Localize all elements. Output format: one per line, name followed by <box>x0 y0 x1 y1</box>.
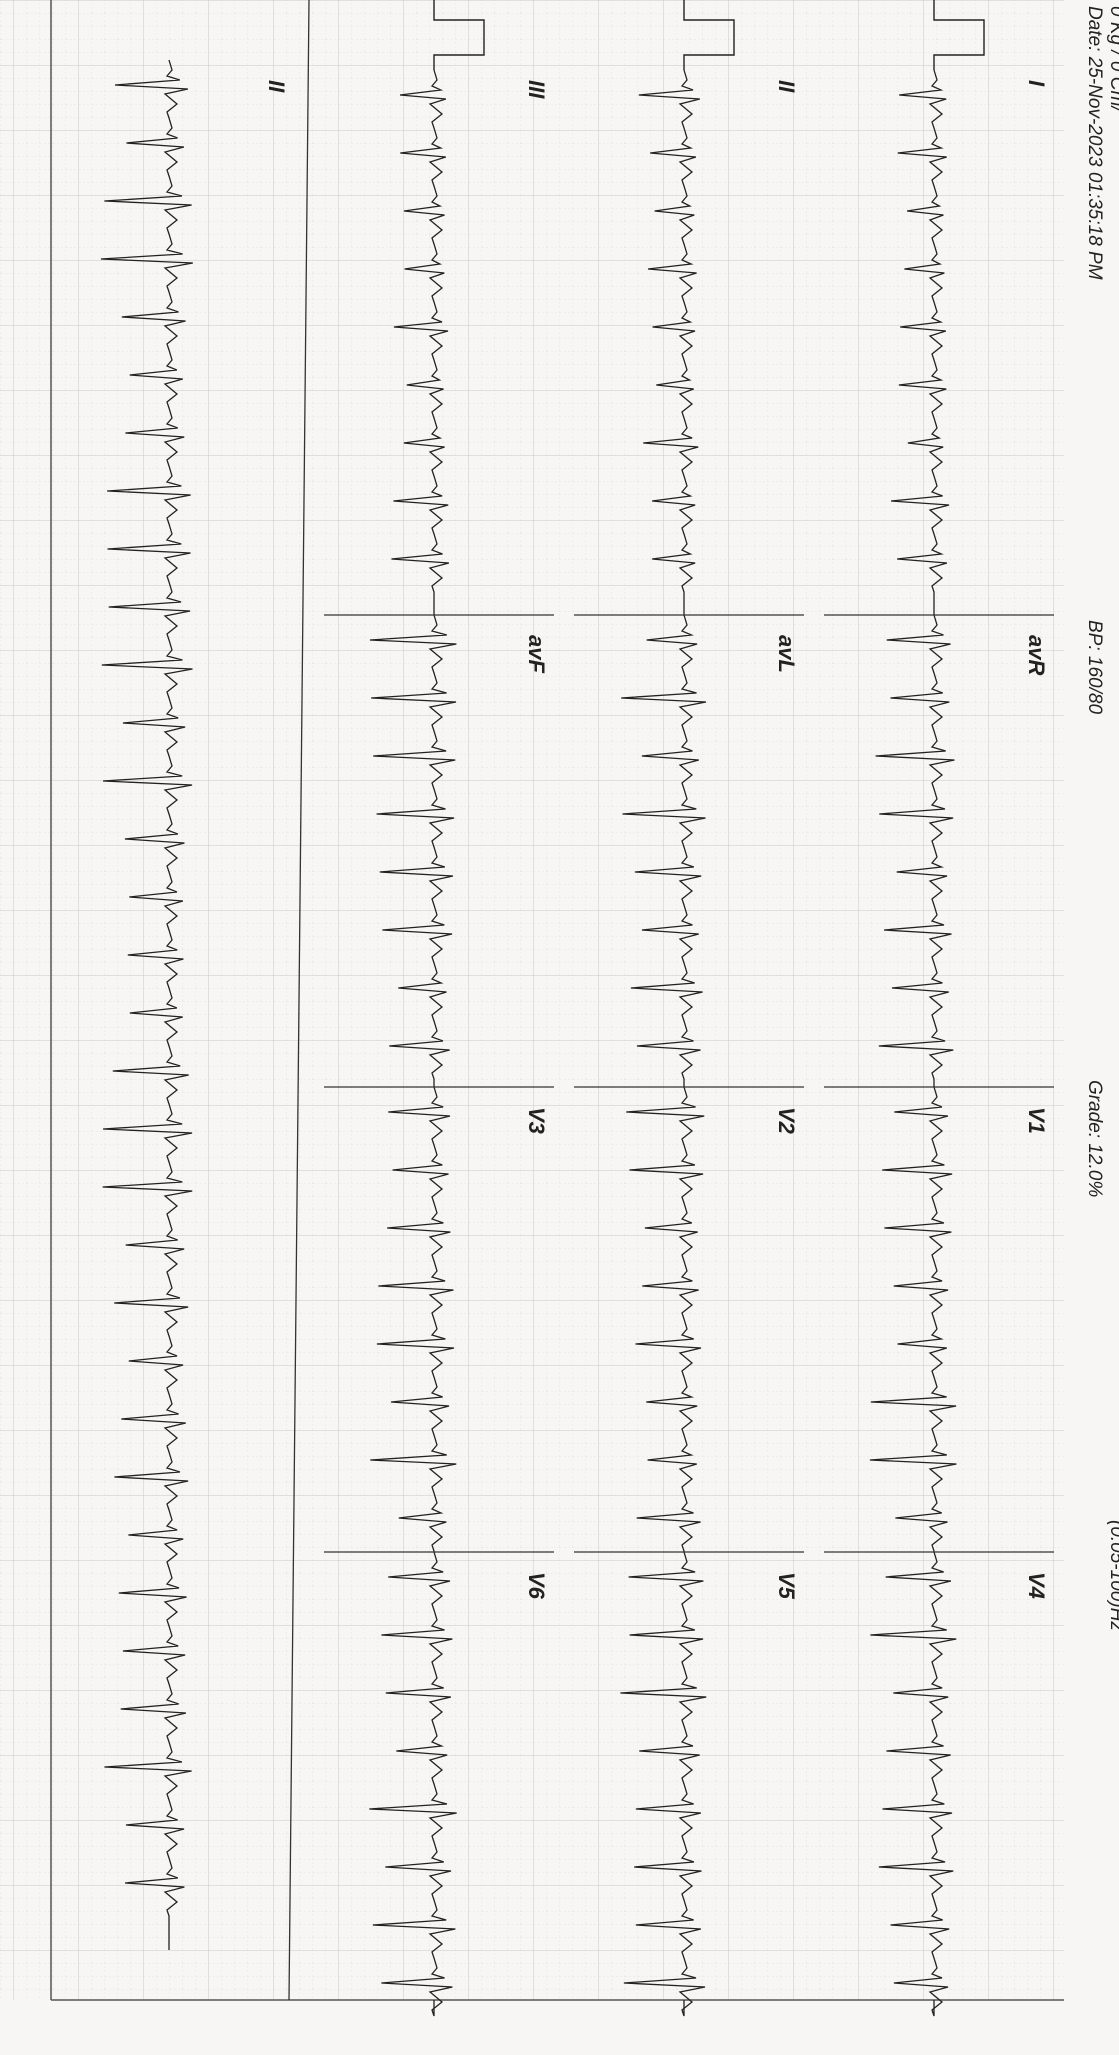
lead-label: V3 <box>524 1107 549 1134</box>
trace <box>391 69 450 615</box>
trace <box>875 614 955 1087</box>
lead-label: V6 <box>524 1572 549 1600</box>
filter: (0.05-100)Hz <box>1106 1520 1119 1631</box>
lead-label: V5 <box>774 1572 799 1600</box>
lead-label: II <box>774 80 799 93</box>
lead-label: avF <box>524 635 549 673</box>
lead-label: V2 <box>774 1107 799 1135</box>
lead-label: avL <box>774 635 799 673</box>
trace <box>626 1086 705 1552</box>
rhythm-trace <box>100 59 193 1950</box>
lead-label: V4 <box>1024 1572 1049 1599</box>
patient: 0 Kg / 0 Cm/ <box>1106 6 1119 113</box>
trace <box>370 1086 457 1552</box>
lead-label: III <box>524 80 549 99</box>
trace <box>621 614 707 1087</box>
lead-label: V1 <box>1024 1107 1049 1134</box>
trace <box>869 1086 957 1552</box>
trace <box>890 69 950 615</box>
row-divider <box>288 0 310 2001</box>
grid <box>0 0 1064 2000</box>
bp: BP: 160/80 <box>1084 620 1105 714</box>
calibration <box>433 0 485 70</box>
trace <box>870 1551 957 2017</box>
calibration <box>683 0 735 70</box>
trace <box>369 1551 457 2017</box>
trace <box>638 69 700 615</box>
trace <box>620 1551 707 2017</box>
trace <box>369 614 457 1087</box>
date: Date: 25-Nov-2023 01:35:18 PM <box>1084 6 1105 280</box>
lead-label: II <box>264 80 289 93</box>
grade: Grade: 12.0% <box>1084 1080 1105 1197</box>
calibration <box>933 0 985 70</box>
lead-label: I <box>1024 80 1049 87</box>
lead-label: avR <box>1024 635 1049 675</box>
